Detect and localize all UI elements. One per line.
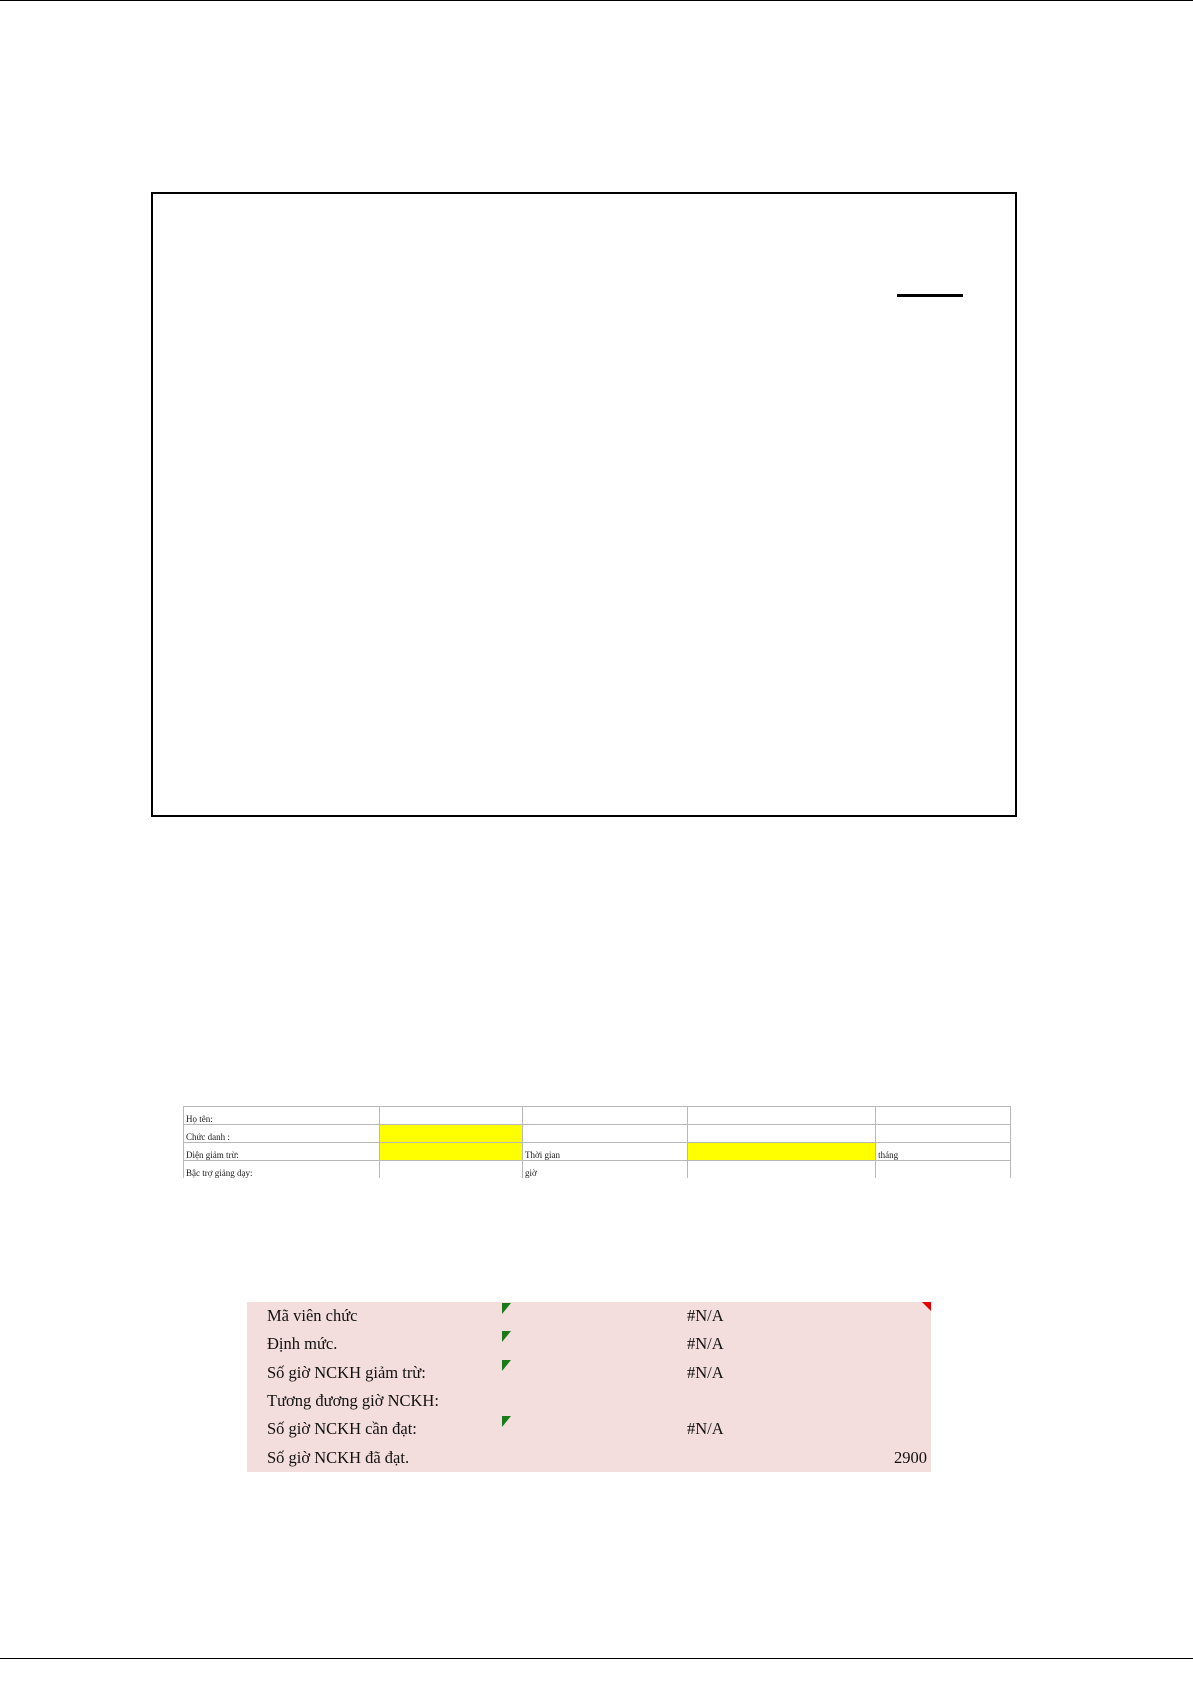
row-label: Họ tên:	[182, 1106, 381, 1125]
row-mid: Thời gian	[521, 1142, 689, 1161]
row-mid	[521, 1124, 689, 1143]
nckh-summary-panel[interactable]: Mã viên chức #N/A Định mức. #N/A Số giờ …	[247, 1302, 931, 1472]
row-value-1[interactable]	[379, 1124, 523, 1143]
comment-flag-icon[interactable]	[502, 1359, 511, 1371]
summary-number: 2900	[894, 1447, 927, 1467]
summary-label: Định mức.	[267, 1334, 338, 1354]
summary-row[interactable]: Số giờ NCKH giảm trừ: #N/A	[247, 1359, 931, 1387]
summary-error-value: #N/A	[687, 1362, 724, 1382]
info-table[interactable]: Họ tên: Chức danh : Diện giảm trừ: Thời …	[182, 1106, 1011, 1178]
table-row[interactable]: Chức danh :	[182, 1124, 1011, 1143]
row-value-1[interactable]	[379, 1160, 523, 1178]
embedded-object-frame[interactable]	[151, 192, 1017, 817]
summary-error-value: #N/A	[687, 1419, 724, 1439]
summary-row[interactable]: Số giờ NCKH cần đạt: #N/A	[247, 1415, 931, 1443]
row-unit	[875, 1160, 1011, 1178]
summary-label: Số giờ NCKH giảm trừ:	[267, 1362, 426, 1382]
row-label: Chức danh :	[182, 1124, 381, 1143]
row-unit	[875, 1124, 1011, 1143]
page-top-rule	[0, 0, 1193, 1]
table-row[interactable]: Họ tên:	[182, 1106, 1011, 1125]
summary-row[interactable]: Định mức. #N/A	[247, 1330, 931, 1358]
table-row[interactable]: Bậc trợ giảng dạy: giờ	[182, 1160, 1011, 1178]
comment-flag-icon[interactable]	[502, 1416, 511, 1428]
summary-row[interactable]: Mã viên chức #N/A	[247, 1302, 931, 1330]
summary-label: Số giờ NCKH cần đạt:	[267, 1419, 417, 1439]
row-unit: tháng	[875, 1142, 1011, 1161]
row-label: Bậc trợ giảng dạy:	[182, 1160, 381, 1178]
row-value-2[interactable]	[687, 1160, 877, 1178]
table-row[interactable]: Diện giảm trừ: Thời gian tháng	[182, 1142, 1011, 1161]
row-mid: giờ	[521, 1160, 689, 1178]
row-value-2[interactable]	[687, 1124, 877, 1143]
row-mid	[521, 1106, 689, 1125]
summary-row[interactable]: Tương đương giờ NCKH: 0	[247, 1387, 931, 1415]
row-value-1[interactable]	[379, 1142, 523, 1161]
row-value-1[interactable]	[379, 1106, 523, 1125]
row-value-2[interactable]	[687, 1142, 877, 1161]
row-unit	[875, 1106, 1011, 1125]
row-label: Diện giảm trừ:	[182, 1142, 381, 1161]
summary-label: Số giờ NCKH đã đạt.	[267, 1447, 410, 1467]
summary-row[interactable]: Số giờ NCKH đã đạt. 2900	[247, 1443, 931, 1471]
summary-label: Mã viên chức	[267, 1306, 358, 1326]
summary-label: Tương đương giờ NCKH:	[267, 1391, 439, 1411]
row-value-2[interactable]	[687, 1106, 877, 1125]
summary-error-value: #N/A	[687, 1306, 724, 1326]
summary-error-value: #N/A	[687, 1334, 724, 1354]
signature-underline	[897, 294, 963, 297]
page-bottom-rule	[0, 1658, 1193, 1659]
comment-flag-icon[interactable]	[502, 1331, 511, 1343]
comment-flag-icon[interactable]	[502, 1303, 511, 1314]
cell-comment-marker-icon[interactable]	[922, 1302, 931, 1311]
